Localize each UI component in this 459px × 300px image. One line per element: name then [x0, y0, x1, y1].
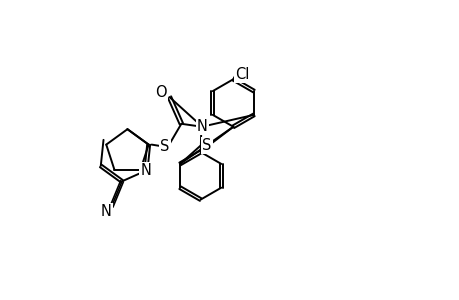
Text: S: S — [202, 138, 211, 153]
Text: N: N — [101, 204, 112, 219]
Text: N: N — [196, 119, 207, 134]
Text: O: O — [154, 85, 166, 100]
Text: S: S — [160, 139, 169, 154]
Text: Cl: Cl — [235, 67, 249, 82]
Text: N: N — [140, 163, 151, 178]
